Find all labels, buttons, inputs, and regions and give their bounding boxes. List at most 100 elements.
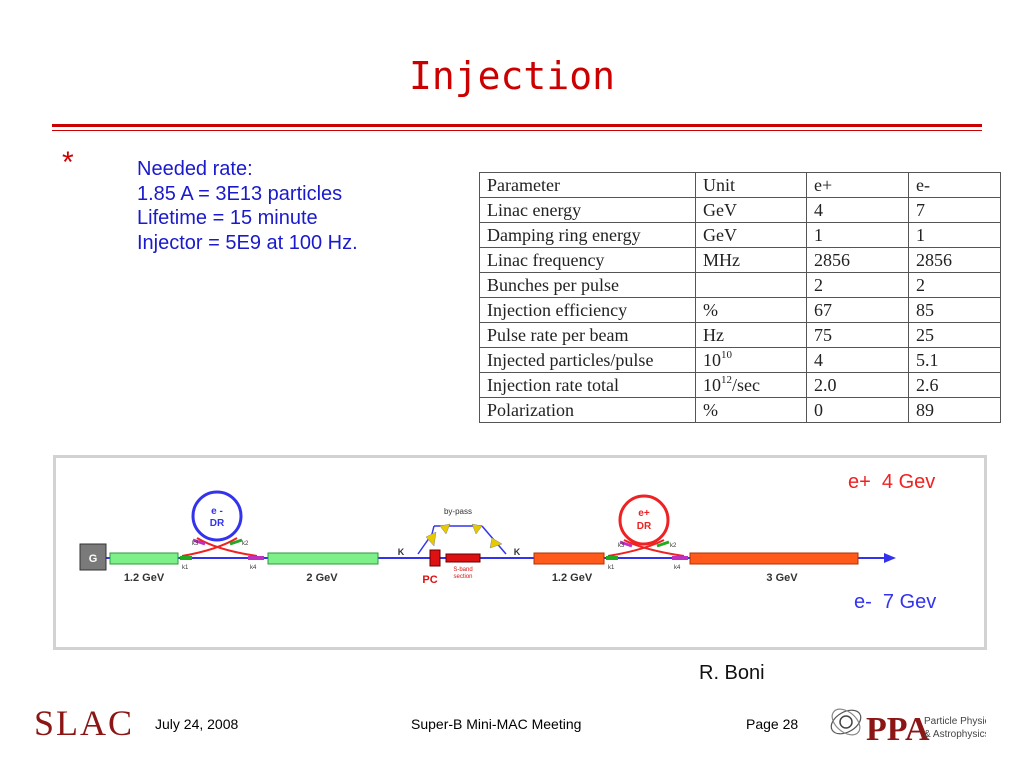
beam-arrow-icon [884, 553, 896, 563]
ppa-line-1: Particle Physics [924, 716, 986, 727]
cell-eplus-text: 75 [814, 325, 832, 345]
table-header-row: Parameter Unit e+ e- [479, 172, 1001, 198]
cell-eminus: 7 [908, 197, 1001, 223]
ring-1-k1-label: k1 [182, 565, 189, 571]
title-rule-thick [52, 124, 982, 127]
cell-parameter: Pulse rate per beam [479, 322, 696, 348]
cell-eminus-text: 2856 [916, 250, 952, 270]
table-row: Linac energy GeV 4 7 [479, 197, 1001, 223]
cell-unit-text: 10 [703, 375, 721, 395]
cell-unit-text: Unit [703, 175, 736, 195]
ring-2-kicker-right [656, 540, 670, 548]
cell-eminus-text: 2.6 [916, 375, 939, 395]
ring-2-k3-label: k3 [618, 543, 625, 549]
table-row: Pulse rate per beam Hz 75 25 [479, 322, 1001, 348]
gun-box [79, 543, 107, 571]
bypass-dipole-3 [471, 523, 483, 535]
ring-1-transfer-line-in [181, 537, 238, 557]
ring-2-k1-label: k1 [608, 565, 615, 571]
s-band-label-2: section [453, 574, 472, 580]
ring-1-k3-label: k3 [192, 541, 199, 547]
segment-4-label: 3 GeV [766, 572, 798, 584]
table-row: Linac frequency MHz 2856 2856 [479, 247, 1001, 273]
cell-eminus-text: e- [916, 175, 930, 195]
cell-eminus-text: 1 [916, 225, 925, 245]
s-band-label-1: S-band [453, 567, 472, 573]
ring-1-label-bottom: DR [210, 518, 225, 529]
cell-eplus-text: e+ [814, 175, 833, 195]
author-credit: R. Boni [699, 662, 765, 684]
positron-damping-ring [618, 494, 670, 546]
unit-suffix: /sec [732, 375, 760, 395]
cell-unit-text: GeV [703, 225, 737, 245]
cell-eplus-text: 4 [814, 350, 823, 370]
ring-1-k2-label: k2 [242, 541, 249, 547]
ring-1-kicker-right [229, 538, 243, 546]
table-row: Bunches per pulse 2 2 [479, 272, 1001, 298]
cell-parameter-text: Damping ring energy [487, 225, 641, 245]
bypass-dipole-4 [489, 537, 503, 549]
footer-page-number: Page 28 [746, 716, 799, 732]
cell-eminus-text: 5.1 [916, 350, 939, 370]
cell-parameter: Parameter [479, 172, 696, 198]
linac-segment-1 [109, 552, 179, 565]
cell-unit: % [695, 297, 807, 323]
ring-1-label-top: e - [211, 506, 223, 517]
cell-parameter: Linac frequency [479, 247, 696, 273]
cell-parameter-text: Parameter [487, 175, 560, 195]
cell-unit: Hz [695, 322, 807, 348]
bullet-text: Needed rate: 1.85 A = 3E13 particles Lif… [137, 157, 358, 255]
bullet-line-2: 1.85 A = 3E13 particles [137, 182, 343, 205]
segment-3-label: 1.2 GeV [552, 572, 593, 584]
cell-eminus: e- [908, 172, 1001, 198]
ppa-orbit-icon-2 [831, 708, 861, 736]
cell-eplus: 2.0 [806, 372, 909, 398]
table-row: Injection rate total 1012/sec 2.0 2.6 [479, 372, 1001, 398]
s-band-section [445, 553, 481, 563]
cell-parameter: Injection efficiency [479, 297, 696, 323]
footer-meeting: Super-B Mini-MAC Meeting [411, 716, 582, 732]
cell-eplus: 4 [806, 347, 909, 373]
ring-2-label-top: e+ [638, 508, 650, 519]
ppa-logo: PPA Particle Physics & Astrophysics [830, 708, 986, 748]
linac-segment-4 [689, 552, 859, 565]
cell-eminus: 5.1 [908, 347, 1001, 373]
cell-eminus: 89 [908, 397, 1001, 423]
bypass-label: by-pass [444, 507, 472, 516]
cell-eplus: 2 [806, 272, 909, 298]
pc-label: PC [422, 574, 437, 586]
cell-parameter-text: Injection rate total [487, 375, 619, 395]
ppa-abbr: PPA [866, 711, 930, 748]
segment-1-label: 1.2 GeV [124, 572, 165, 584]
cell-eplus: 67 [806, 297, 909, 323]
unit-exponent: 10 [721, 349, 732, 361]
ring-2-label-bottom: DR [637, 521, 652, 532]
bullet-line-1: Needed rate: [137, 158, 253, 180]
kicker-label-left: K [398, 547, 405, 557]
table-row: Injected particles/pulse 1010 4 5.1 [479, 347, 1001, 373]
cell-unit [695, 272, 807, 298]
cell-parameter: Damping ring energy [479, 222, 696, 248]
bypass-line-up [431, 525, 435, 535]
ppa-orbit-icon [830, 709, 862, 735]
cell-eplus-text: 4 [814, 200, 823, 220]
cell-unit-text: GeV [703, 200, 737, 220]
cell-eplus-text: 2.0 [814, 375, 837, 395]
cell-unit: 1012/sec [695, 372, 807, 398]
cell-unit-text: Hz [703, 325, 724, 345]
ring-2-kicker-left [619, 540, 633, 548]
ppa-line-2: & Astrophysics [924, 729, 986, 740]
cell-unit: MHz [695, 247, 807, 273]
slac-logo: SLAC [34, 703, 135, 743]
cell-parameter-text: Injection efficiency [487, 300, 628, 320]
cell-parameter: Injection rate total [479, 372, 696, 398]
cell-parameter-text: Injected particles/pulse [487, 350, 654, 370]
cell-parameter-text: Bunches per pulse [487, 275, 619, 295]
cell-eplus: 0 [806, 397, 909, 423]
cell-eplus: 4 [806, 197, 909, 223]
cell-eplus-text: 2 [814, 275, 823, 295]
injector-layout-diagram: G 1.2 GeV 2 GeV 1.2 GeV 3 GeV e - DR k3 … [53, 455, 987, 650]
gun-label: G [89, 553, 98, 565]
ring-1-k4-label: k4 [250, 565, 257, 571]
cell-unit-text: MHz [703, 250, 740, 270]
